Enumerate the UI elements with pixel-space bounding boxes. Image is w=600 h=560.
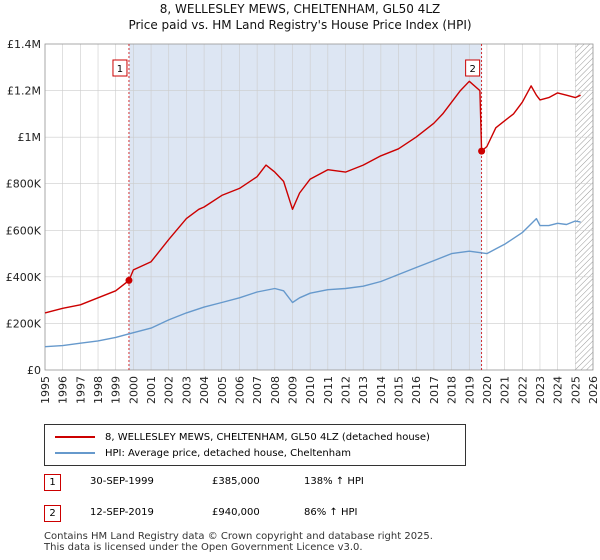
x-tick-label: 2023 xyxy=(534,376,547,404)
annotation-price: £385,000 xyxy=(212,476,260,487)
legend-swatch-property xyxy=(55,436,95,438)
x-tick-label: 2008 xyxy=(269,376,282,404)
x-tick-label: 2003 xyxy=(180,376,193,404)
sale-label: 1 xyxy=(117,64,123,75)
x-tick-label: 2026 xyxy=(587,376,600,404)
legend-label-property: 8, WELLESLEY MEWS, CHELTENHAM, GL50 4LZ … xyxy=(105,431,430,443)
legend-item-property: 8, WELLESLEY MEWS, CHELTENHAM, GL50 4LZ … xyxy=(55,430,430,444)
sale-label-box xyxy=(112,59,128,77)
sale-point xyxy=(125,276,133,284)
y-tick-label: £800K xyxy=(6,178,42,191)
x-tick-label: 2019 xyxy=(463,376,476,404)
x-tick-label: 2014 xyxy=(375,376,388,404)
x-tick-label: 2024 xyxy=(552,376,565,404)
sale-label: 2 xyxy=(469,64,475,75)
hpi-line xyxy=(44,217,581,348)
y-tick-label: £1.4M xyxy=(7,38,41,51)
x-tick-label: 2013 xyxy=(357,376,370,404)
x-tick-label: 1995 xyxy=(39,376,52,404)
annotation-number: 2 xyxy=(44,505,61,522)
plot-frame xyxy=(44,43,594,371)
annotation-date: 30-SEP-1999 xyxy=(90,476,154,487)
x-tick-label: 2018 xyxy=(446,376,459,404)
x-tick-label: 1997 xyxy=(74,376,87,404)
annotation-date: 12-SEP-2019 xyxy=(90,507,154,518)
footer-copyright: Contains HM Land Registry data © Crown c… xyxy=(44,531,433,542)
x-tick-label: 1999 xyxy=(110,376,123,404)
price-chart: £0 £200K £400K £600K £800K £1M £1.2M £1.4M 1995 1… xyxy=(6,38,600,404)
sale-label-box xyxy=(465,59,481,77)
y-tick-label: £200K xyxy=(6,317,42,330)
annotation-number: 1 xyxy=(44,474,61,491)
x-tick-label: 2011 xyxy=(322,376,335,404)
x-tick-label: 2025 xyxy=(569,376,582,404)
annotation-price: £940,000 xyxy=(212,507,260,518)
x-tick-label: 2000 xyxy=(127,376,140,404)
legend: 8, WELLESLEY MEWS, CHELTENHAM, GL50 4LZ … xyxy=(44,424,466,466)
footer-licence: This data is licensed under the Open Gov… xyxy=(44,542,363,553)
y-tick-label: £0 xyxy=(27,364,41,377)
x-tick-label: 2020 xyxy=(481,376,494,404)
x-tick-label: 1996 xyxy=(57,376,70,404)
x-tick-label: 2004 xyxy=(198,376,211,404)
x-tick-label: 2001 xyxy=(145,376,158,404)
chart-title-line1: 8, WELLESLEY MEWS, CHELTENHAM, GL50 4LZ xyxy=(159,2,441,16)
annotation-hpi-change: 86% ↑ HPI xyxy=(304,507,358,518)
x-tick-label: 2005 xyxy=(216,376,229,404)
sale-point xyxy=(478,147,486,155)
y-tick-label: £1.2M xyxy=(7,85,41,98)
legend-label-hpi: HPI: Average price, detached house, Chel… xyxy=(105,447,351,459)
x-tick-label: 2009 xyxy=(286,376,299,404)
y-tick-label: £600K xyxy=(6,224,42,237)
x-tick-label: 2007 xyxy=(251,376,264,404)
y-tick-label: £1M xyxy=(18,131,42,144)
ownership-shade xyxy=(128,44,482,370)
property-price-line xyxy=(44,80,581,314)
legend-item-hpi: HPI: Average price, detached house, Chel… xyxy=(55,446,351,460)
x-tick-label: 2010 xyxy=(304,376,317,404)
y-tick-label: £400K xyxy=(6,271,42,284)
x-tick-label: 2022 xyxy=(516,376,529,404)
x-tick-label: 2021 xyxy=(499,376,512,404)
legend-swatch-hpi xyxy=(55,452,95,454)
x-tick-label: 1998 xyxy=(92,376,105,404)
x-tick-label: 2016 xyxy=(410,376,423,404)
x-tick-label: 2017 xyxy=(428,376,441,404)
x-tick-label: 2002 xyxy=(163,376,176,404)
annotation-hpi-change: 138% ↑ HPI xyxy=(304,476,364,487)
x-tick-label: 2015 xyxy=(393,376,406,404)
x-tick-label: 2012 xyxy=(340,376,353,404)
chart-title-line2: Price paid vs. HM Land Registry's House … xyxy=(128,18,472,32)
forecast-hatch xyxy=(575,44,593,370)
x-tick-label: 2006 xyxy=(233,376,246,404)
